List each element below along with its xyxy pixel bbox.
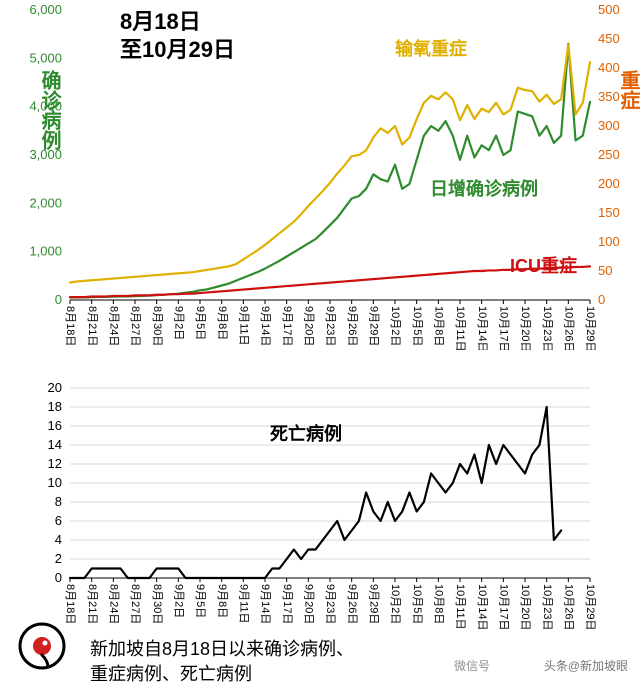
svg-text:10月26日: 10月26日 (562, 584, 574, 630)
svg-text:10月29日: 10月29日 (584, 584, 596, 630)
svg-text:0: 0 (55, 570, 62, 585)
svg-text:8月18日: 8月18日 (64, 584, 76, 624)
svg-text:14: 14 (48, 437, 62, 452)
svg-text:16: 16 (48, 418, 62, 433)
svg-text:9月8日: 9月8日 (216, 584, 228, 618)
svg-text:9月2日: 9月2日 (172, 584, 184, 618)
svg-text:12: 12 (48, 456, 62, 471)
svg-text:4: 4 (55, 532, 62, 547)
svg-text:10月8日: 10月8日 (432, 584, 444, 624)
footer-line1: 新加坡自8月18日以来确诊病例、 (90, 639, 354, 659)
svg-text:10月5日: 10月5日 (411, 584, 423, 624)
svg-text:9月11日: 9月11日 (237, 584, 249, 624)
watermark-wechat: 微信号 (454, 657, 490, 674)
footer-line2: 重症病例、死亡病例 (90, 664, 252, 684)
svg-text:10月17日: 10月17日 (497, 584, 509, 630)
source-logo-icon (18, 622, 66, 670)
series-label-deaths: 死亡病例 (270, 420, 342, 446)
svg-text:20: 20 (48, 380, 62, 395)
svg-text:9月26日: 9月26日 (346, 584, 358, 624)
svg-text:9月17日: 9月17日 (281, 584, 293, 624)
svg-text:10: 10 (48, 475, 62, 490)
watermark-toutiao: 头条@新加坡眼 (544, 657, 628, 674)
svg-text:8月27日: 8月27日 (129, 584, 141, 624)
svg-text:10月11日: 10月11日 (454, 584, 466, 630)
svg-text:10月23日: 10月23日 (541, 584, 553, 630)
svg-text:18: 18 (48, 399, 62, 414)
svg-text:10月2日: 10月2日 (389, 584, 401, 624)
svg-text:10月20日: 10月20日 (519, 584, 531, 630)
svg-text:10月14日: 10月14日 (476, 584, 488, 630)
svg-text:9月29日: 9月29日 (367, 584, 379, 624)
svg-text:2: 2 (55, 551, 62, 566)
footer-caption: 新加坡自8月18日以来确诊病例、 重症病例、死亡病例 (90, 637, 354, 686)
svg-text:9月20日: 9月20日 (302, 584, 314, 624)
svg-text:8: 8 (55, 494, 62, 509)
svg-text:6: 6 (55, 513, 62, 528)
svg-text:9月14日: 9月14日 (259, 584, 271, 624)
svg-text:8月30日: 8月30日 (151, 584, 163, 624)
svg-text:8月24日: 8月24日 (107, 584, 119, 624)
lower-chart: 0 2 4 6 8 10 12 14 16 18 20 8月18日 8月21日 8月24日 8月27日 8月3… (0, 0, 640, 640)
svg-text:9月5日: 9月5日 (194, 584, 206, 618)
svg-text:9月23日: 9月23日 (324, 584, 336, 624)
svg-text:8月21日: 8月21日 (86, 584, 98, 624)
